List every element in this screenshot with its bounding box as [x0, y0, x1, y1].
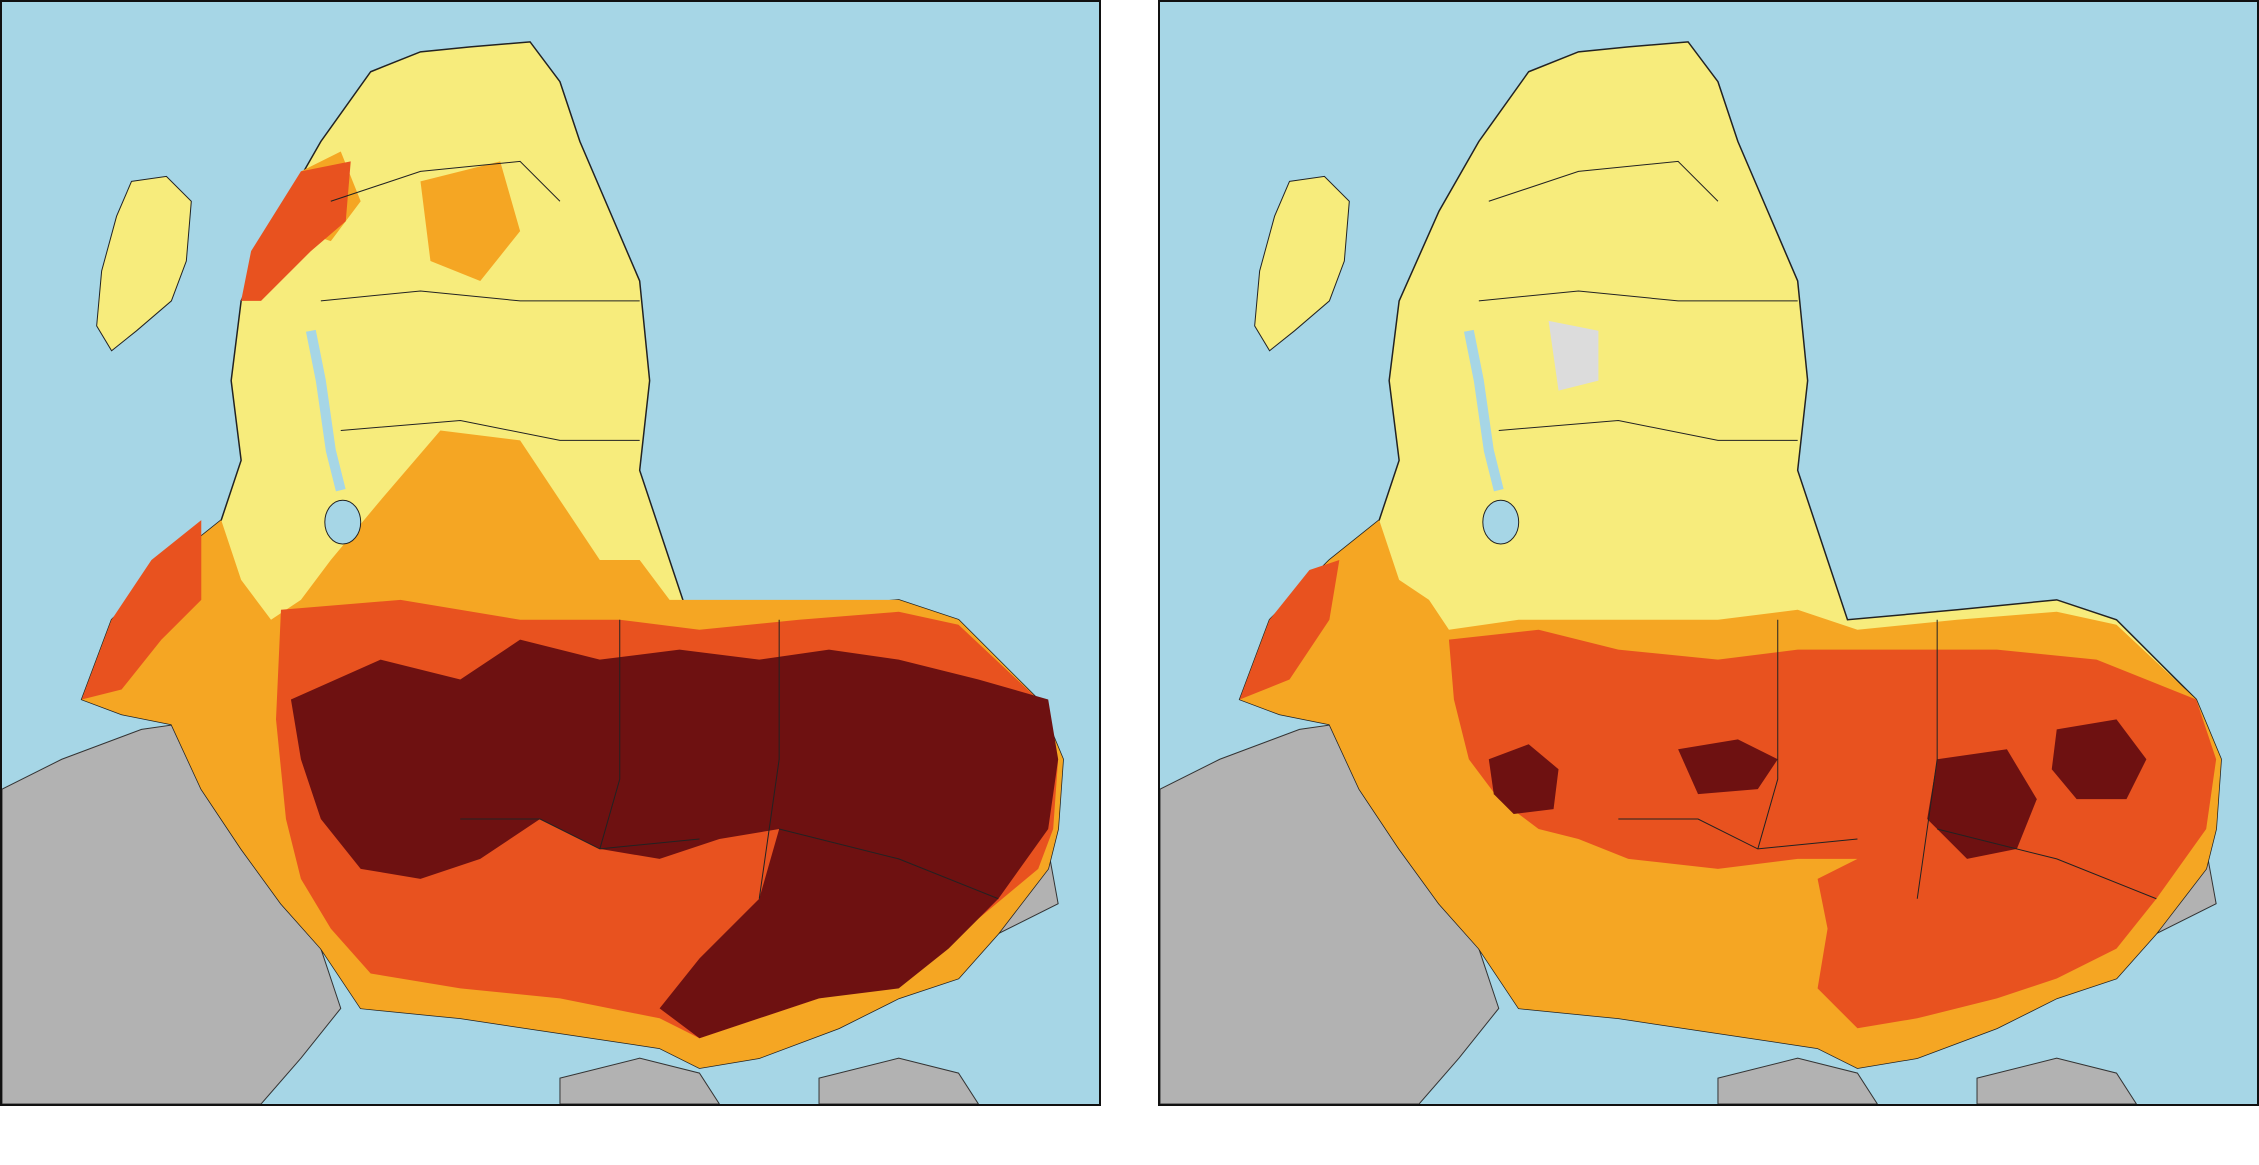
region-no-data	[1548, 320, 1599, 391]
map-panel-left	[0, 0, 1101, 1106]
island	[96, 175, 192, 352]
region-class-2	[420, 161, 521, 281]
region-class-3	[81, 520, 202, 700]
region-class-3	[1239, 559, 1340, 700]
region-class-3	[1448, 629, 2217, 1029]
region-class-4	[290, 639, 1059, 1039]
region-class-4	[1927, 749, 2037, 859]
map-left	[2, 2, 1099, 1104]
borders	[1478, 160, 2157, 900]
region-class-3	[241, 161, 351, 301]
lake	[305, 329, 346, 492]
lake	[1463, 329, 1504, 492]
region-class-4	[2051, 719, 2147, 800]
borders	[320, 160, 999, 900]
map-panel-right	[1158, 0, 2259, 1106]
lake	[324, 499, 362, 545]
region-class-4	[1678, 739, 1778, 795]
map-right	[1160, 2, 2257, 1104]
other-land	[559, 1057, 720, 1104]
other-land	[1976, 1057, 2138, 1104]
lake	[1482, 499, 1520, 545]
other-land	[1717, 1057, 1878, 1104]
island	[1254, 175, 1350, 352]
region-class-4	[1488, 744, 1559, 815]
other-land	[818, 1057, 980, 1104]
